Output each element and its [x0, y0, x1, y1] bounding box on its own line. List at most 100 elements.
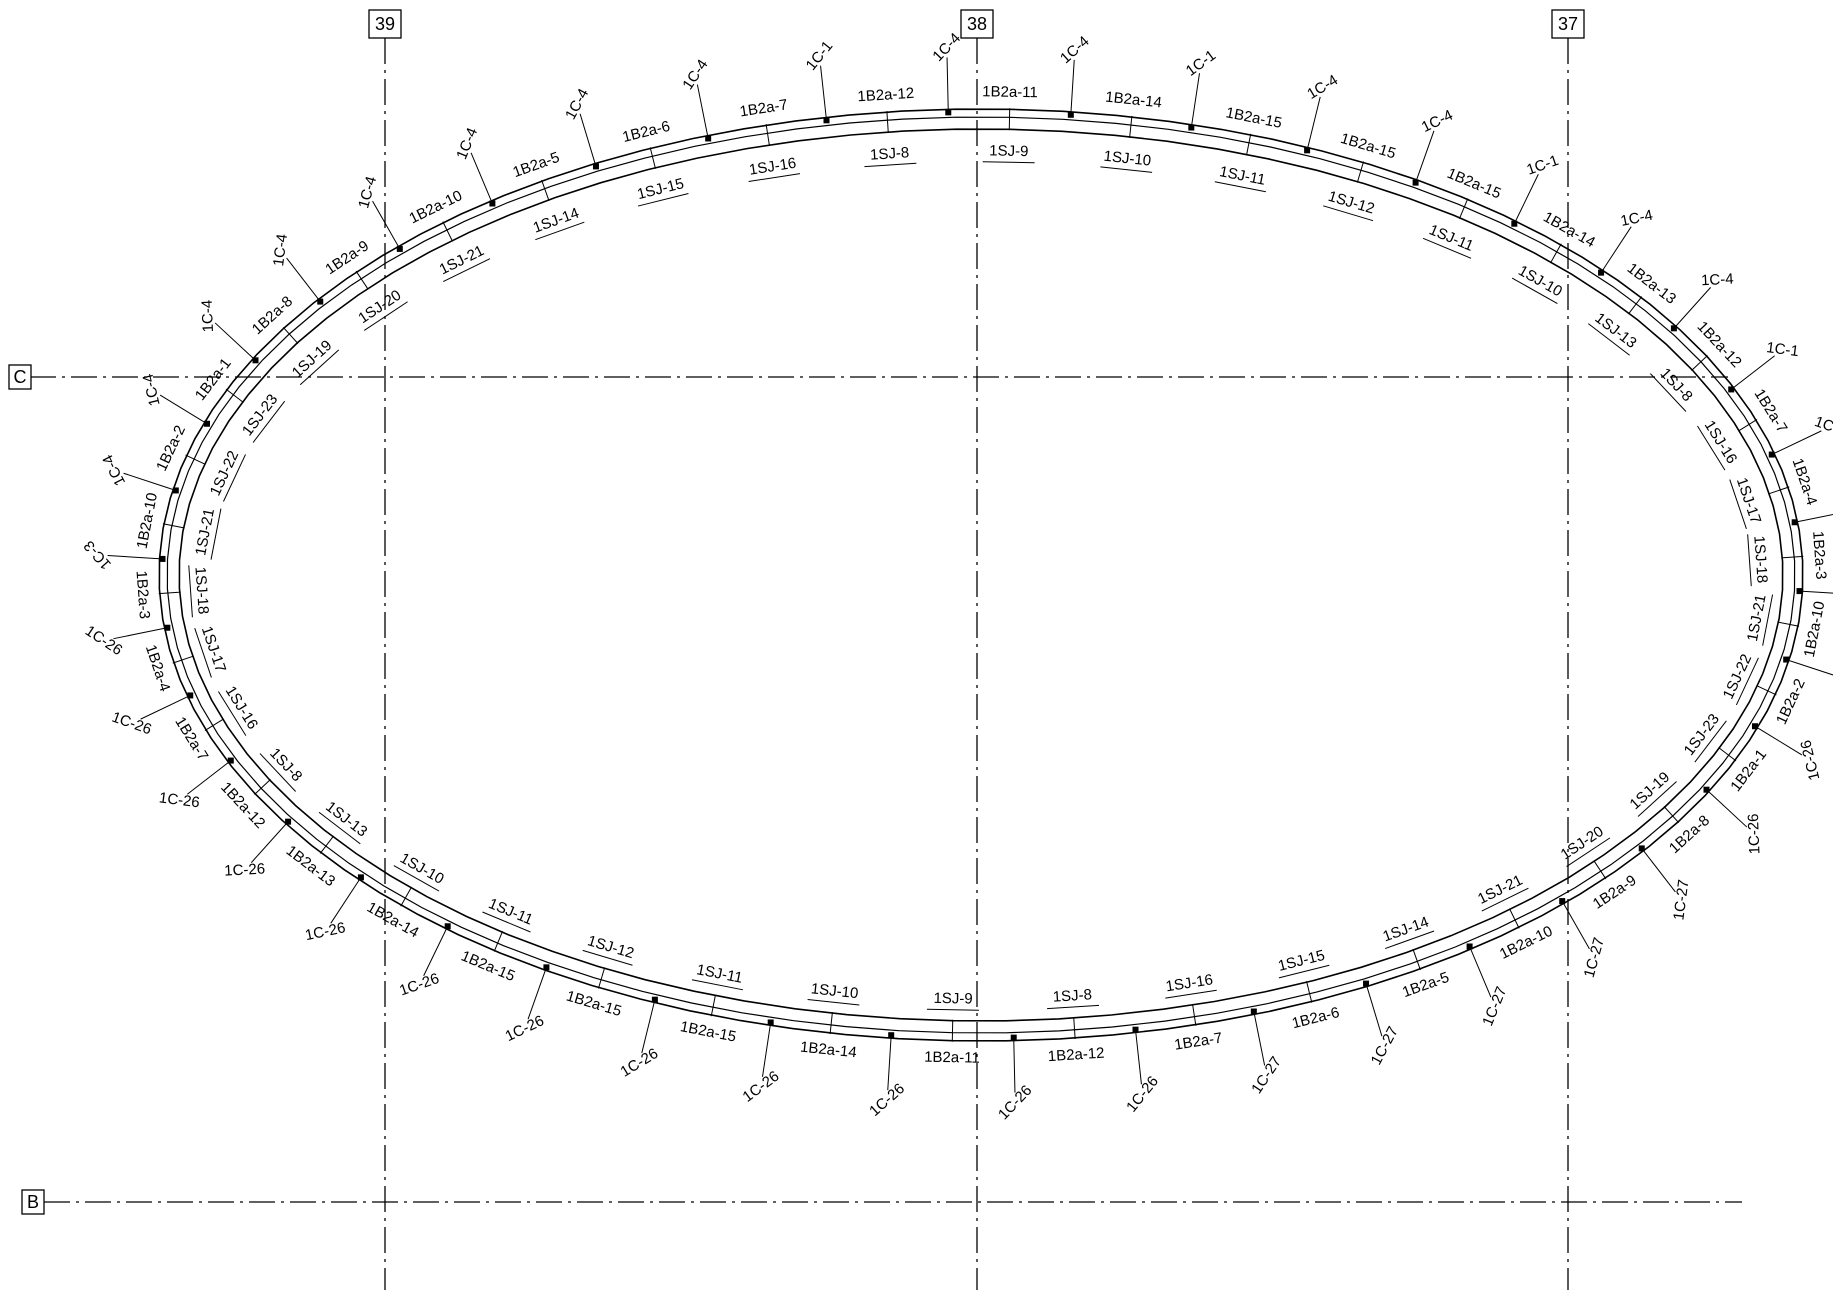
segment-joint-tick: [710, 994, 716, 1017]
inner-member-underline: [1694, 720, 1727, 763]
column-tag-leader: [372, 200, 401, 250]
grid-bubble-c: C: [8, 364, 32, 390]
column-tag: 1C-4: [99, 452, 129, 489]
segment-joint-tick: [1306, 981, 1313, 1003]
column-tag: 1C-4: [453, 125, 481, 162]
inner-member-label: 1SJ-23: [1681, 711, 1727, 763]
segment-tag: 1B2a-14: [1105, 89, 1163, 112]
grid-label-37: 37: [1558, 14, 1578, 34]
column-tag: 1C-4: [562, 86, 592, 123]
column-tag-leader: [113, 627, 168, 640]
inner-member-underline: [443, 258, 491, 283]
segment-tag: 1B2a-10: [407, 187, 465, 227]
inner-member-text: 1SJ-12: [1326, 188, 1376, 218]
grid-axes: [30, 38, 1742, 1290]
segment-tag: 1B2a-3: [1809, 530, 1829, 579]
segment-tag: 1B2a-1: [1727, 746, 1770, 795]
column-tag: 1C-26: [617, 1045, 661, 1081]
column-tag-leader: [1190, 73, 1200, 128]
segment-joint-tick: [1129, 115, 1133, 138]
grid-label-c: C: [14, 367, 27, 387]
column-tag: 1C-26: [503, 1012, 547, 1045]
segment-joint-tick: [172, 655, 194, 664]
inner-member-text: 1SJ-8: [1657, 365, 1696, 405]
inner-member-text: 1SJ-10: [397, 850, 447, 888]
inner-member-text: 1SJ-21: [192, 507, 218, 557]
inner-member-underline: [318, 811, 361, 845]
column-tag: 1C-4: [199, 300, 217, 333]
inner-member-text: 1SJ-21: [1744, 593, 1770, 643]
inner-member-underline: [982, 161, 1035, 164]
column-tag: 1C-26: [1123, 1073, 1162, 1115]
inner-member-text: 1SJ-15: [1276, 947, 1326, 975]
segment-tag: 1B2a-15: [679, 1018, 738, 1046]
inner-member-label: 1SJ-11: [1214, 163, 1267, 193]
inner-member-label: 1SJ-22: [207, 448, 246, 502]
inner-member-text: 1SJ-9: [933, 990, 973, 1008]
inner-member-label: 1SJ-12: [582, 932, 636, 966]
segment-joint-tick: [1246, 133, 1252, 156]
inner-member-label: 1SJ-16: [1165, 971, 1217, 999]
inner-member-label: 1SJ-19: [1627, 769, 1677, 817]
inner-member-underline: [582, 949, 633, 966]
column-tag: 1C-1: [1525, 152, 1561, 179]
segment-joint-tick: [1593, 860, 1607, 880]
segment-tag: 1B2a-3: [133, 570, 153, 619]
inner-member-label: 1SJ-8: [864, 144, 917, 168]
column-tag: 1C-4: [1701, 271, 1734, 290]
segment-joint-tick: [185, 454, 206, 465]
inner-member-text: 1SJ-11: [1218, 163, 1267, 189]
column-tag-leader: [820, 65, 827, 121]
column-tag-leader: [1013, 1037, 1016, 1093]
segment-tag: 1B2a-9: [322, 237, 372, 278]
inner-member-text: 1SJ-8: [1052, 986, 1092, 1005]
column-tag-leader: [1415, 130, 1435, 183]
inner-member-label: 1SJ-10: [1100, 148, 1153, 173]
inner-member-underline: [1566, 837, 1611, 868]
grid-bubble-38: 38: [960, 9, 994, 39]
inner-member-label: 1SJ-10: [393, 850, 447, 892]
inner-member-label: 1SJ-21: [1744, 593, 1774, 646]
inner-member-underline: [1384, 930, 1435, 950]
segment-joint-tick: [158, 591, 181, 595]
segment-joint-tick: [355, 270, 369, 290]
column-tag: 1C-1: [1183, 47, 1219, 80]
ring-outer-edge: [158, 108, 1804, 1042]
segment-tag: 1B2a-4: [142, 643, 174, 694]
inner-member-text: 1SJ-15: [635, 175, 685, 203]
ring-inner-edge: [178, 128, 1784, 1022]
segment-joint-tick: [1718, 747, 1737, 762]
segment-joint-tick: [1756, 685, 1777, 696]
ring-middle-line: [166, 116, 1796, 1034]
segment-tag: 1B2a-10: [1801, 600, 1829, 659]
inner-member-label: 1SJ-20: [1558, 823, 1611, 868]
segment-joint-tick: [1777, 621, 1800, 627]
grid-bubbles: 39 38 37 C B: [8, 9, 1585, 1215]
segment-joint-tick: [225, 388, 244, 403]
inner-member-label: 1SJ-13: [1588, 310, 1640, 356]
inner-member-text: 1SJ-17: [198, 624, 229, 674]
column-tag: 1C-26: [866, 1080, 908, 1120]
inner-member-underline: [1481, 887, 1529, 912]
ring-beam: [158, 108, 1804, 1042]
segment-joint-tick: [1073, 1016, 1076, 1039]
inner-member-underline: [188, 565, 193, 618]
segment-tag: 1B2a-10: [134, 491, 162, 550]
column-tag: 1C-26: [1797, 738, 1823, 782]
column-tag: 1C-4: [1812, 413, 1833, 440]
grid-label-39: 39: [375, 14, 395, 34]
column-tag: 1C-4: [679, 56, 711, 92]
inner-member-text: 1SJ-11: [695, 961, 744, 987]
inner-member-underline: [217, 691, 247, 736]
segment-joint-tick: [1458, 198, 1469, 219]
inner-member-label: 1SJ-21: [437, 242, 491, 283]
segment-joint-tick: [1550, 243, 1562, 264]
segment-joint-tick: [829, 1012, 833, 1035]
inner-member-label: 1SJ-15: [1276, 947, 1330, 979]
column-tag: 1C-1: [803, 38, 837, 74]
inner-member-label: 1SJ-14: [1381, 913, 1435, 950]
inner-member-label: 1SJ-15: [635, 175, 689, 207]
inner-member-label: 1SJ-8: [1047, 986, 1100, 1010]
inner-member-underline: [1697, 425, 1726, 471]
segment-tag: 1B2a-2: [153, 423, 189, 474]
